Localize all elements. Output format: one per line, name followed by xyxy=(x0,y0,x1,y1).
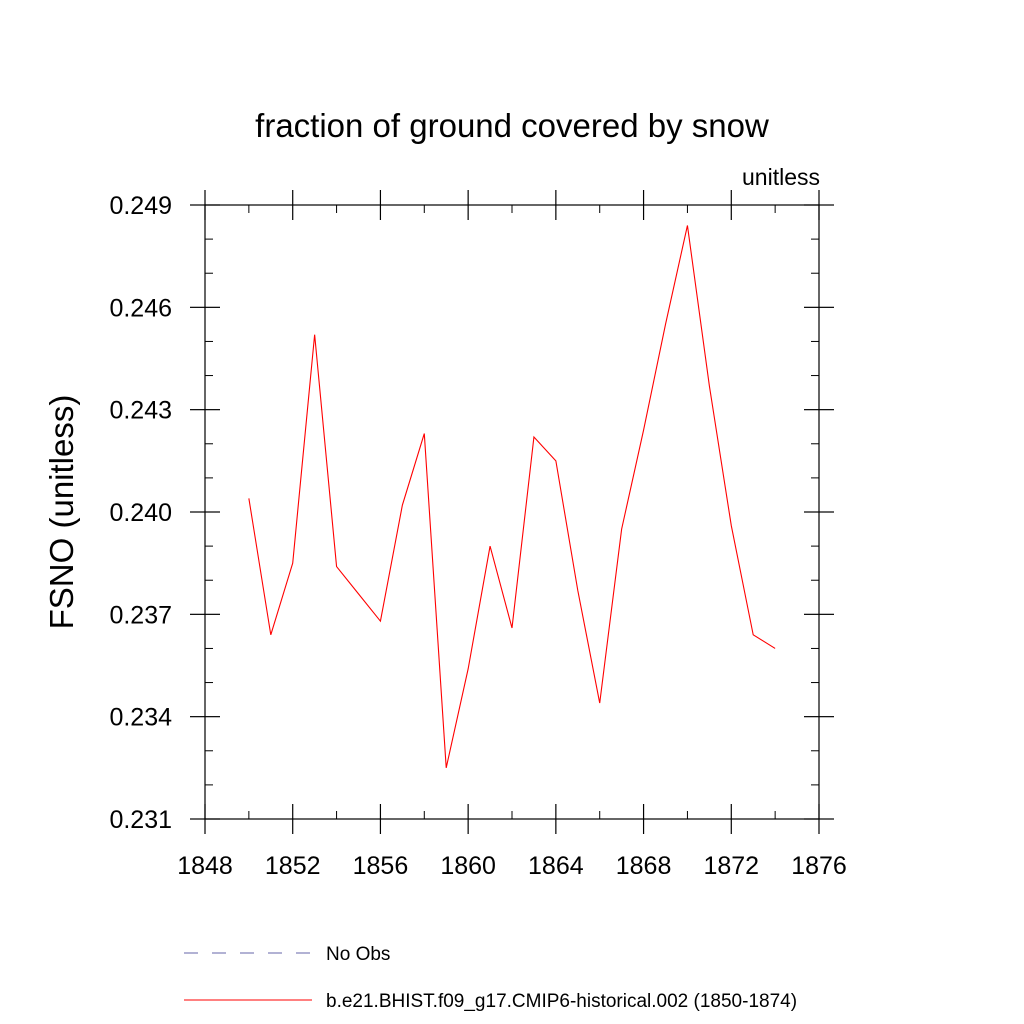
y-tick-label: 0.243 xyxy=(109,397,172,425)
legend: No Obs b.e21.BHIST.f09_g17.CMIP6-historic… xyxy=(184,944,797,1012)
y-tick-label: 0.246 xyxy=(109,294,172,322)
y-axis-tick-labels: 0.231 0.234 0.237 0.240 0.243 0.246 0.249 xyxy=(109,192,172,834)
units-label: unitless xyxy=(742,164,820,190)
x-tick-label: 1864 xyxy=(528,852,584,880)
y-tick-label: 0.231 xyxy=(109,806,172,834)
legend-label: No Obs xyxy=(326,944,390,965)
x-tick-label: 1872 xyxy=(703,852,759,880)
x-tick-label: 1856 xyxy=(353,852,409,880)
x-tick-label: 1852 xyxy=(265,852,321,880)
chart-title: fraction of ground covered by snow xyxy=(255,107,769,144)
y-tick-label: 0.234 xyxy=(109,704,172,732)
x-axis-ticks xyxy=(204,190,820,834)
x-axis-tick-labels: 1848 1852 1856 1860 1864 1868 1872 1876 xyxy=(177,852,847,880)
x-tick-label: 1848 xyxy=(177,852,233,880)
series-layer xyxy=(248,225,776,768)
y-tick-label: 0.237 xyxy=(109,601,172,629)
y-axis-ticks xyxy=(190,204,834,820)
legend-label: b.e21.BHIST.f09_g17.CMIP6-historical.002… xyxy=(326,991,797,1012)
y-tick-label: 0.249 xyxy=(109,192,172,220)
series-line xyxy=(248,225,776,768)
x-tick-label: 1868 xyxy=(616,852,672,880)
y-tick-label: 0.240 xyxy=(109,499,172,527)
y-axis-label: FSNO (unitless) xyxy=(43,395,80,630)
x-tick-label: 1876 xyxy=(791,852,847,880)
x-tick-label: 1860 xyxy=(440,852,496,880)
